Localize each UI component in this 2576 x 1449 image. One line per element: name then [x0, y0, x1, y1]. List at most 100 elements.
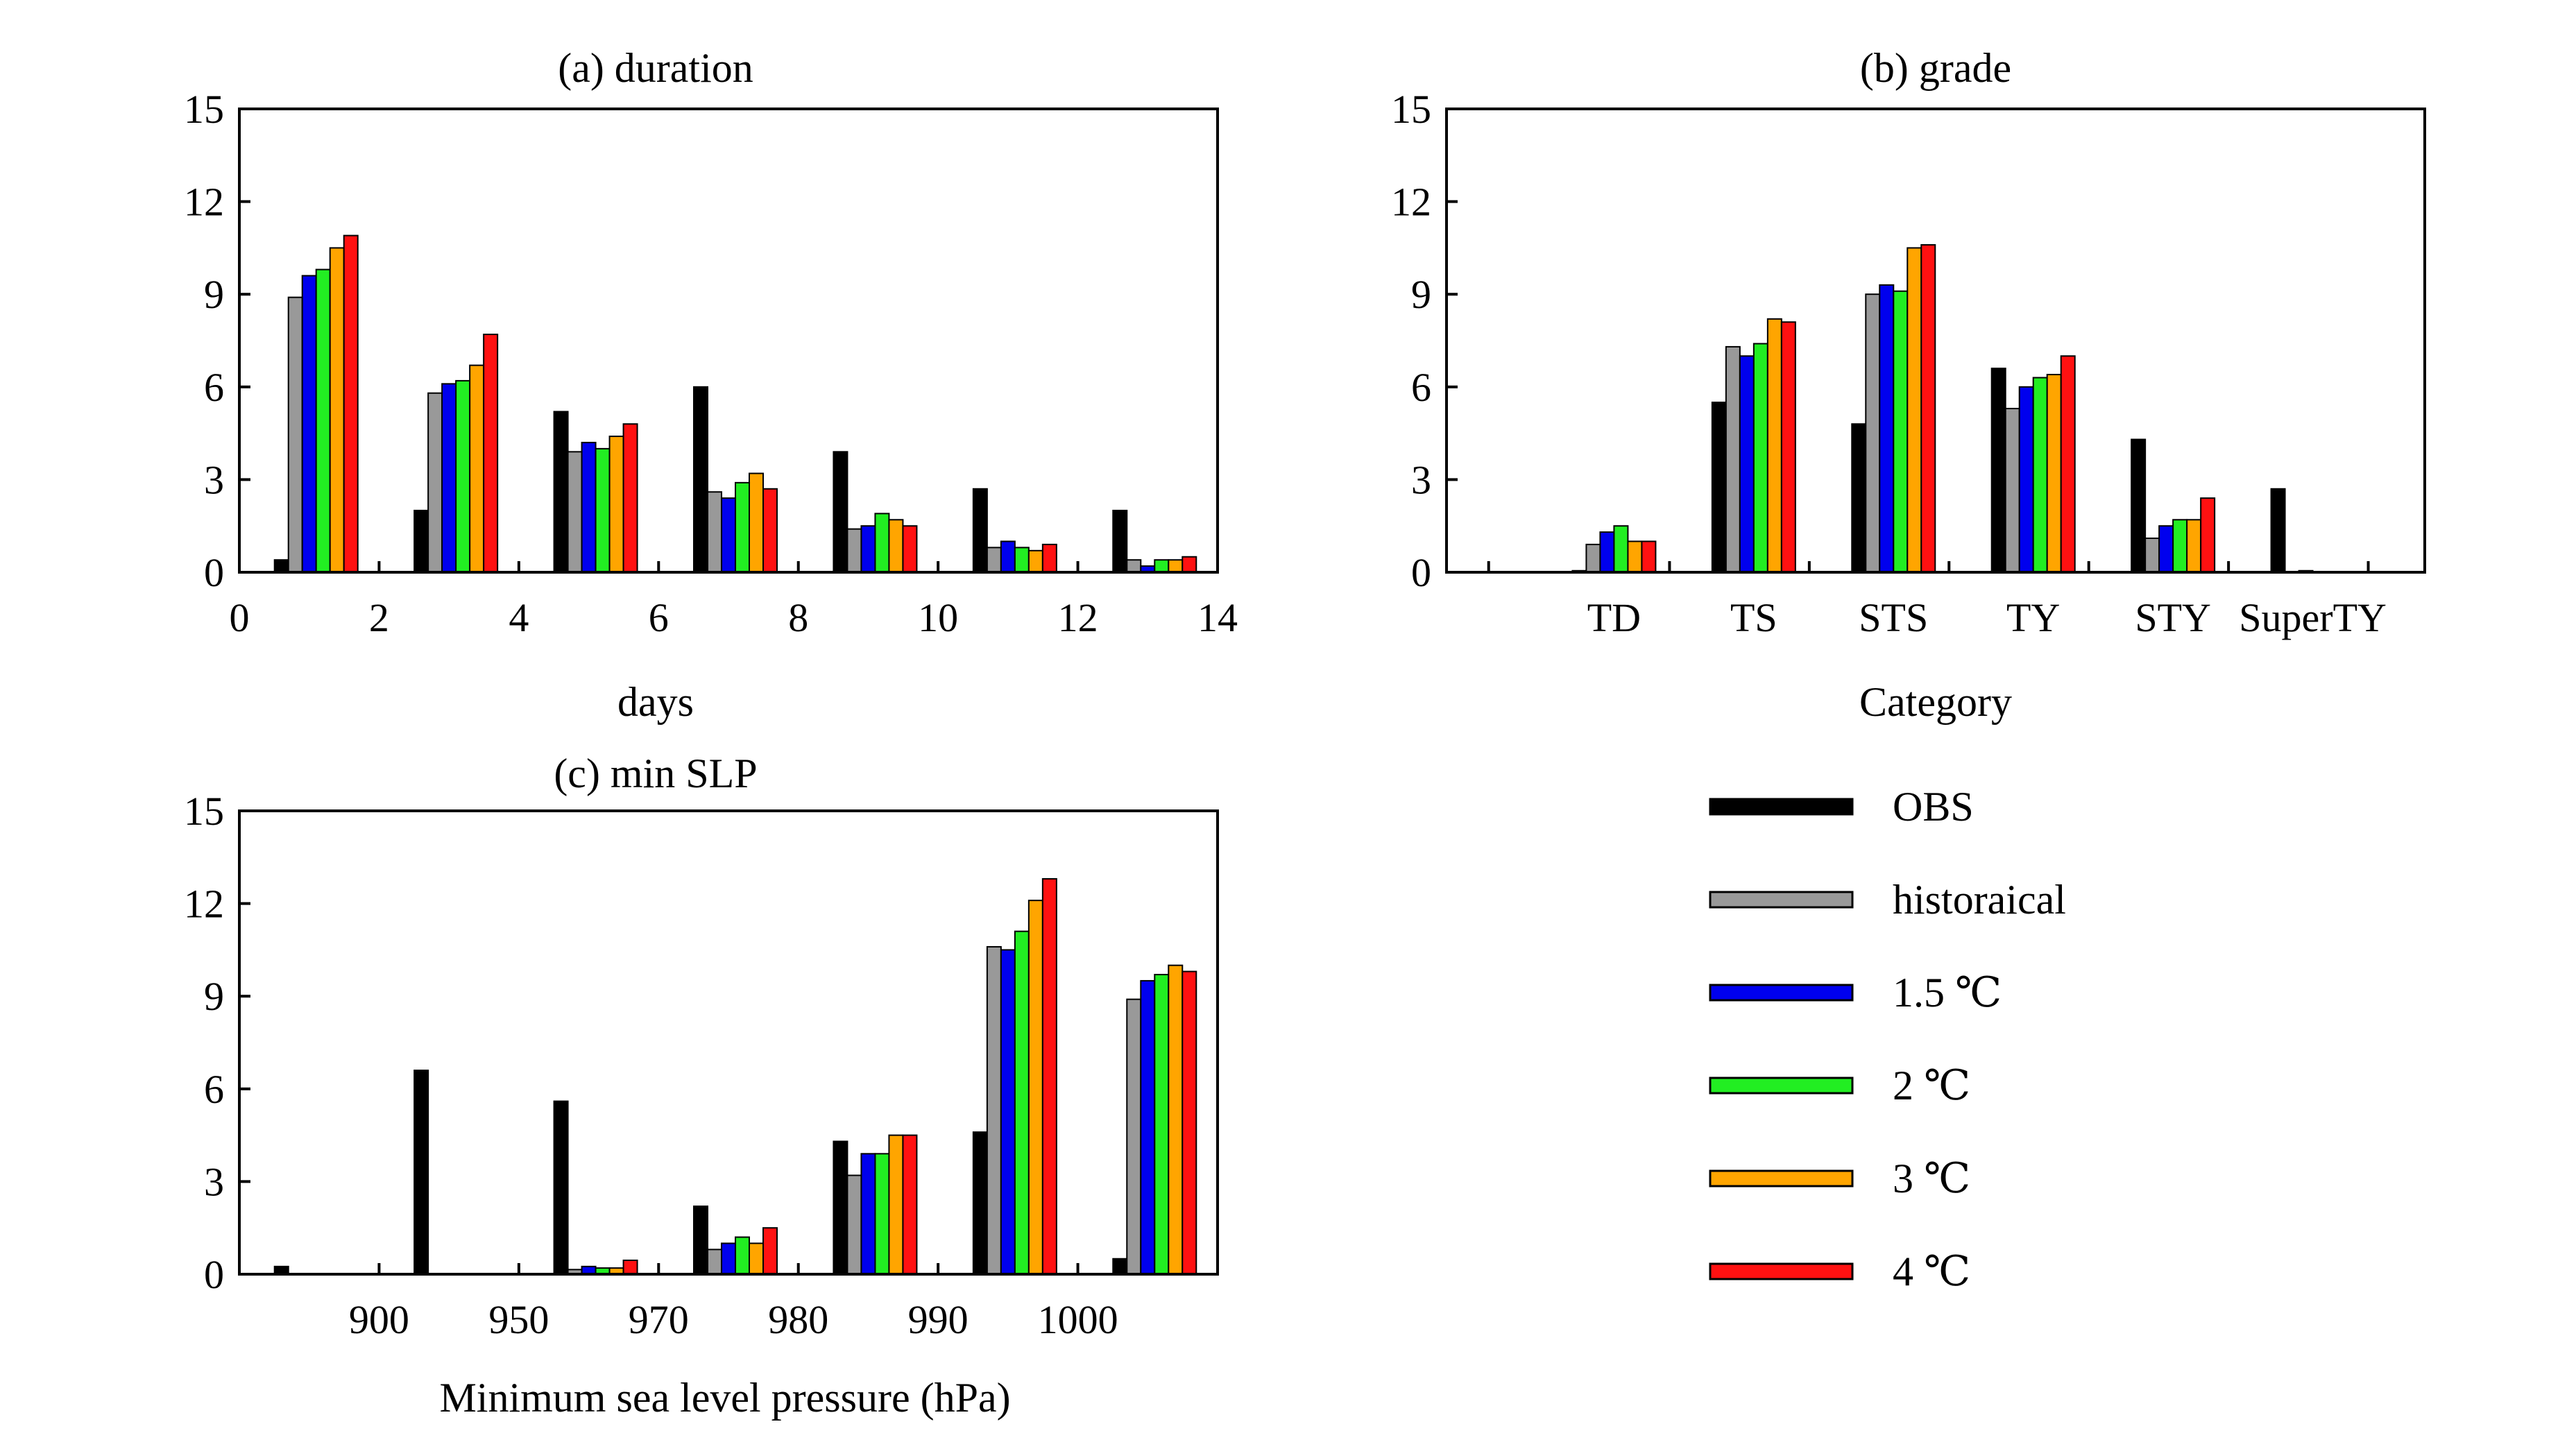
y-tick-label: 9	[204, 974, 224, 1019]
bar-3-	[1907, 247, 1922, 573]
x-tick-label: 950	[488, 1297, 549, 1342]
bar-3-	[1168, 559, 1184, 573]
bar-3-	[749, 472, 764, 574]
bar-2-	[874, 513, 890, 573]
bar-2-	[595, 447, 611, 573]
bar-obs	[1112, 509, 1128, 574]
bar-historaical	[1585, 543, 1601, 573]
x-tick-label: 14	[1197, 595, 1238, 640]
bar-3-	[469, 364, 485, 573]
bar-4-	[1182, 970, 1197, 1276]
bar-4-	[483, 334, 499, 573]
bar-historaical	[2004, 407, 2020, 573]
x-tick-label: STY	[2135, 595, 2211, 640]
legend-swatch	[1709, 1169, 1854, 1188]
bar-1-5-	[1000, 540, 1016, 574]
y-tick-label: 9	[1411, 272, 1431, 317]
bar-3-	[2186, 519, 2202, 573]
bar-4-	[1041, 877, 1057, 1276]
x-tick-label: TY	[2006, 595, 2060, 640]
legend-label: 2 ℃	[1893, 1063, 1970, 1108]
x-tick-label: 10	[918, 595, 958, 640]
x-tick-label: 12	[1058, 595, 1098, 640]
bar-obs	[413, 509, 429, 574]
bar-historaical	[567, 451, 583, 573]
bar-4-	[902, 525, 918, 574]
x-tick-label: SuperTY	[2239, 595, 2387, 640]
bar-1-5-	[860, 1153, 876, 1275]
bar-3-	[1168, 964, 1184, 1275]
y-tick-label: 15	[184, 87, 224, 132]
bar-historaical	[1865, 293, 1881, 573]
bar-historaical	[2144, 538, 2160, 573]
x-tick-label: 8	[788, 595, 808, 640]
legend-swatch	[1709, 798, 1854, 816]
bar-2-	[1752, 343, 1768, 573]
x-tick-label: 900	[349, 1297, 409, 1342]
bar-3-	[608, 436, 624, 574]
bar-1-5-	[2018, 386, 2034, 573]
bar-1-5-	[860, 525, 876, 574]
bar-2-	[1014, 547, 1030, 574]
x-tick-label: STS	[1859, 595, 1928, 640]
bar-4-	[622, 423, 638, 573]
bar-obs	[833, 451, 848, 573]
bar-2-	[735, 481, 750, 573]
y-tick-label: 6	[204, 1067, 224, 1112]
chart-title: (c) min SLP	[554, 751, 757, 796]
x-axis-label: Category	[1859, 679, 2012, 725]
bar-2-	[2032, 377, 2048, 573]
bar-1-5-	[721, 1242, 736, 1276]
y-tick-label: 15	[184, 789, 224, 834]
x-tick-label: 1000	[1038, 1297, 1118, 1342]
bar-3-	[888, 1134, 904, 1275]
x-tick-label: TD	[1587, 595, 1641, 640]
y-tick-label: 3	[204, 457, 224, 502]
bar-4-	[343, 234, 359, 573]
bar-historaical	[846, 528, 862, 573]
bar-3-	[2046, 373, 2062, 574]
bar-4-	[1182, 556, 1197, 574]
bar-1-5-	[1739, 355, 1755, 573]
bar-1-5-	[1599, 531, 1615, 574]
x-tick-label: 2	[369, 595, 389, 640]
bar-historaical	[986, 945, 1002, 1275]
x-tick-label: 990	[908, 1297, 969, 1342]
y-tick-label: 3	[1411, 457, 1431, 502]
x-axis-label: Minimum sea level pressure (hPa)	[439, 1375, 1010, 1421]
bar-historaical	[707, 491, 722, 573]
y-tick-label: 15	[1391, 87, 1431, 132]
legend: OBS historaical 1.5 ℃ 2 ℃ 3 ℃ 4 ℃	[1709, 784, 2066, 1294]
bar-historaical	[846, 1174, 862, 1275]
bar-1-5-	[441, 383, 457, 573]
y-tick-label: 12	[184, 882, 224, 927]
bar-3-	[329, 247, 345, 573]
bar-1-5-	[581, 441, 597, 574]
bar-4-	[622, 1259, 638, 1275]
legend-swatch	[1709, 891, 1854, 909]
y-tick-label: 0	[204, 550, 224, 595]
chart-title: (a) duration	[558, 45, 753, 91]
x-tick-label: 980	[768, 1297, 828, 1342]
bar-2-	[1613, 525, 1629, 574]
panel-grade: (b) grade 0 3 6 9 12 15 TD TS STS TY STY SuperTY C…	[1391, 45, 2426, 725]
x-tick-label: 6	[649, 595, 669, 640]
bar-2-	[315, 268, 331, 573]
bar-1-5-	[1879, 284, 1895, 573]
legend-swatch	[1709, 984, 1854, 1002]
bar-historaical	[427, 392, 443, 573]
bar-obs	[972, 488, 988, 574]
bar-2-	[1154, 974, 1170, 1275]
bar-obs	[833, 1140, 848, 1276]
bar-2-	[1154, 559, 1170, 573]
bar-3-	[1027, 900, 1043, 1275]
bar-1-5-	[1000, 949, 1016, 1276]
panel-min-slp: (c) min SLP 0 3 6 9 12 15 900 950 970 980 990 1000…	[184, 751, 1219, 1421]
bar-4-	[1780, 321, 1796, 573]
bar-4-	[902, 1134, 918, 1275]
bar-historaical	[1126, 559, 1142, 573]
legend-label: 4 ℃	[1893, 1249, 1970, 1294]
bar-historaical	[1126, 998, 1142, 1275]
bar-3-	[1766, 318, 1782, 573]
x-tick-label: 0	[230, 595, 250, 640]
